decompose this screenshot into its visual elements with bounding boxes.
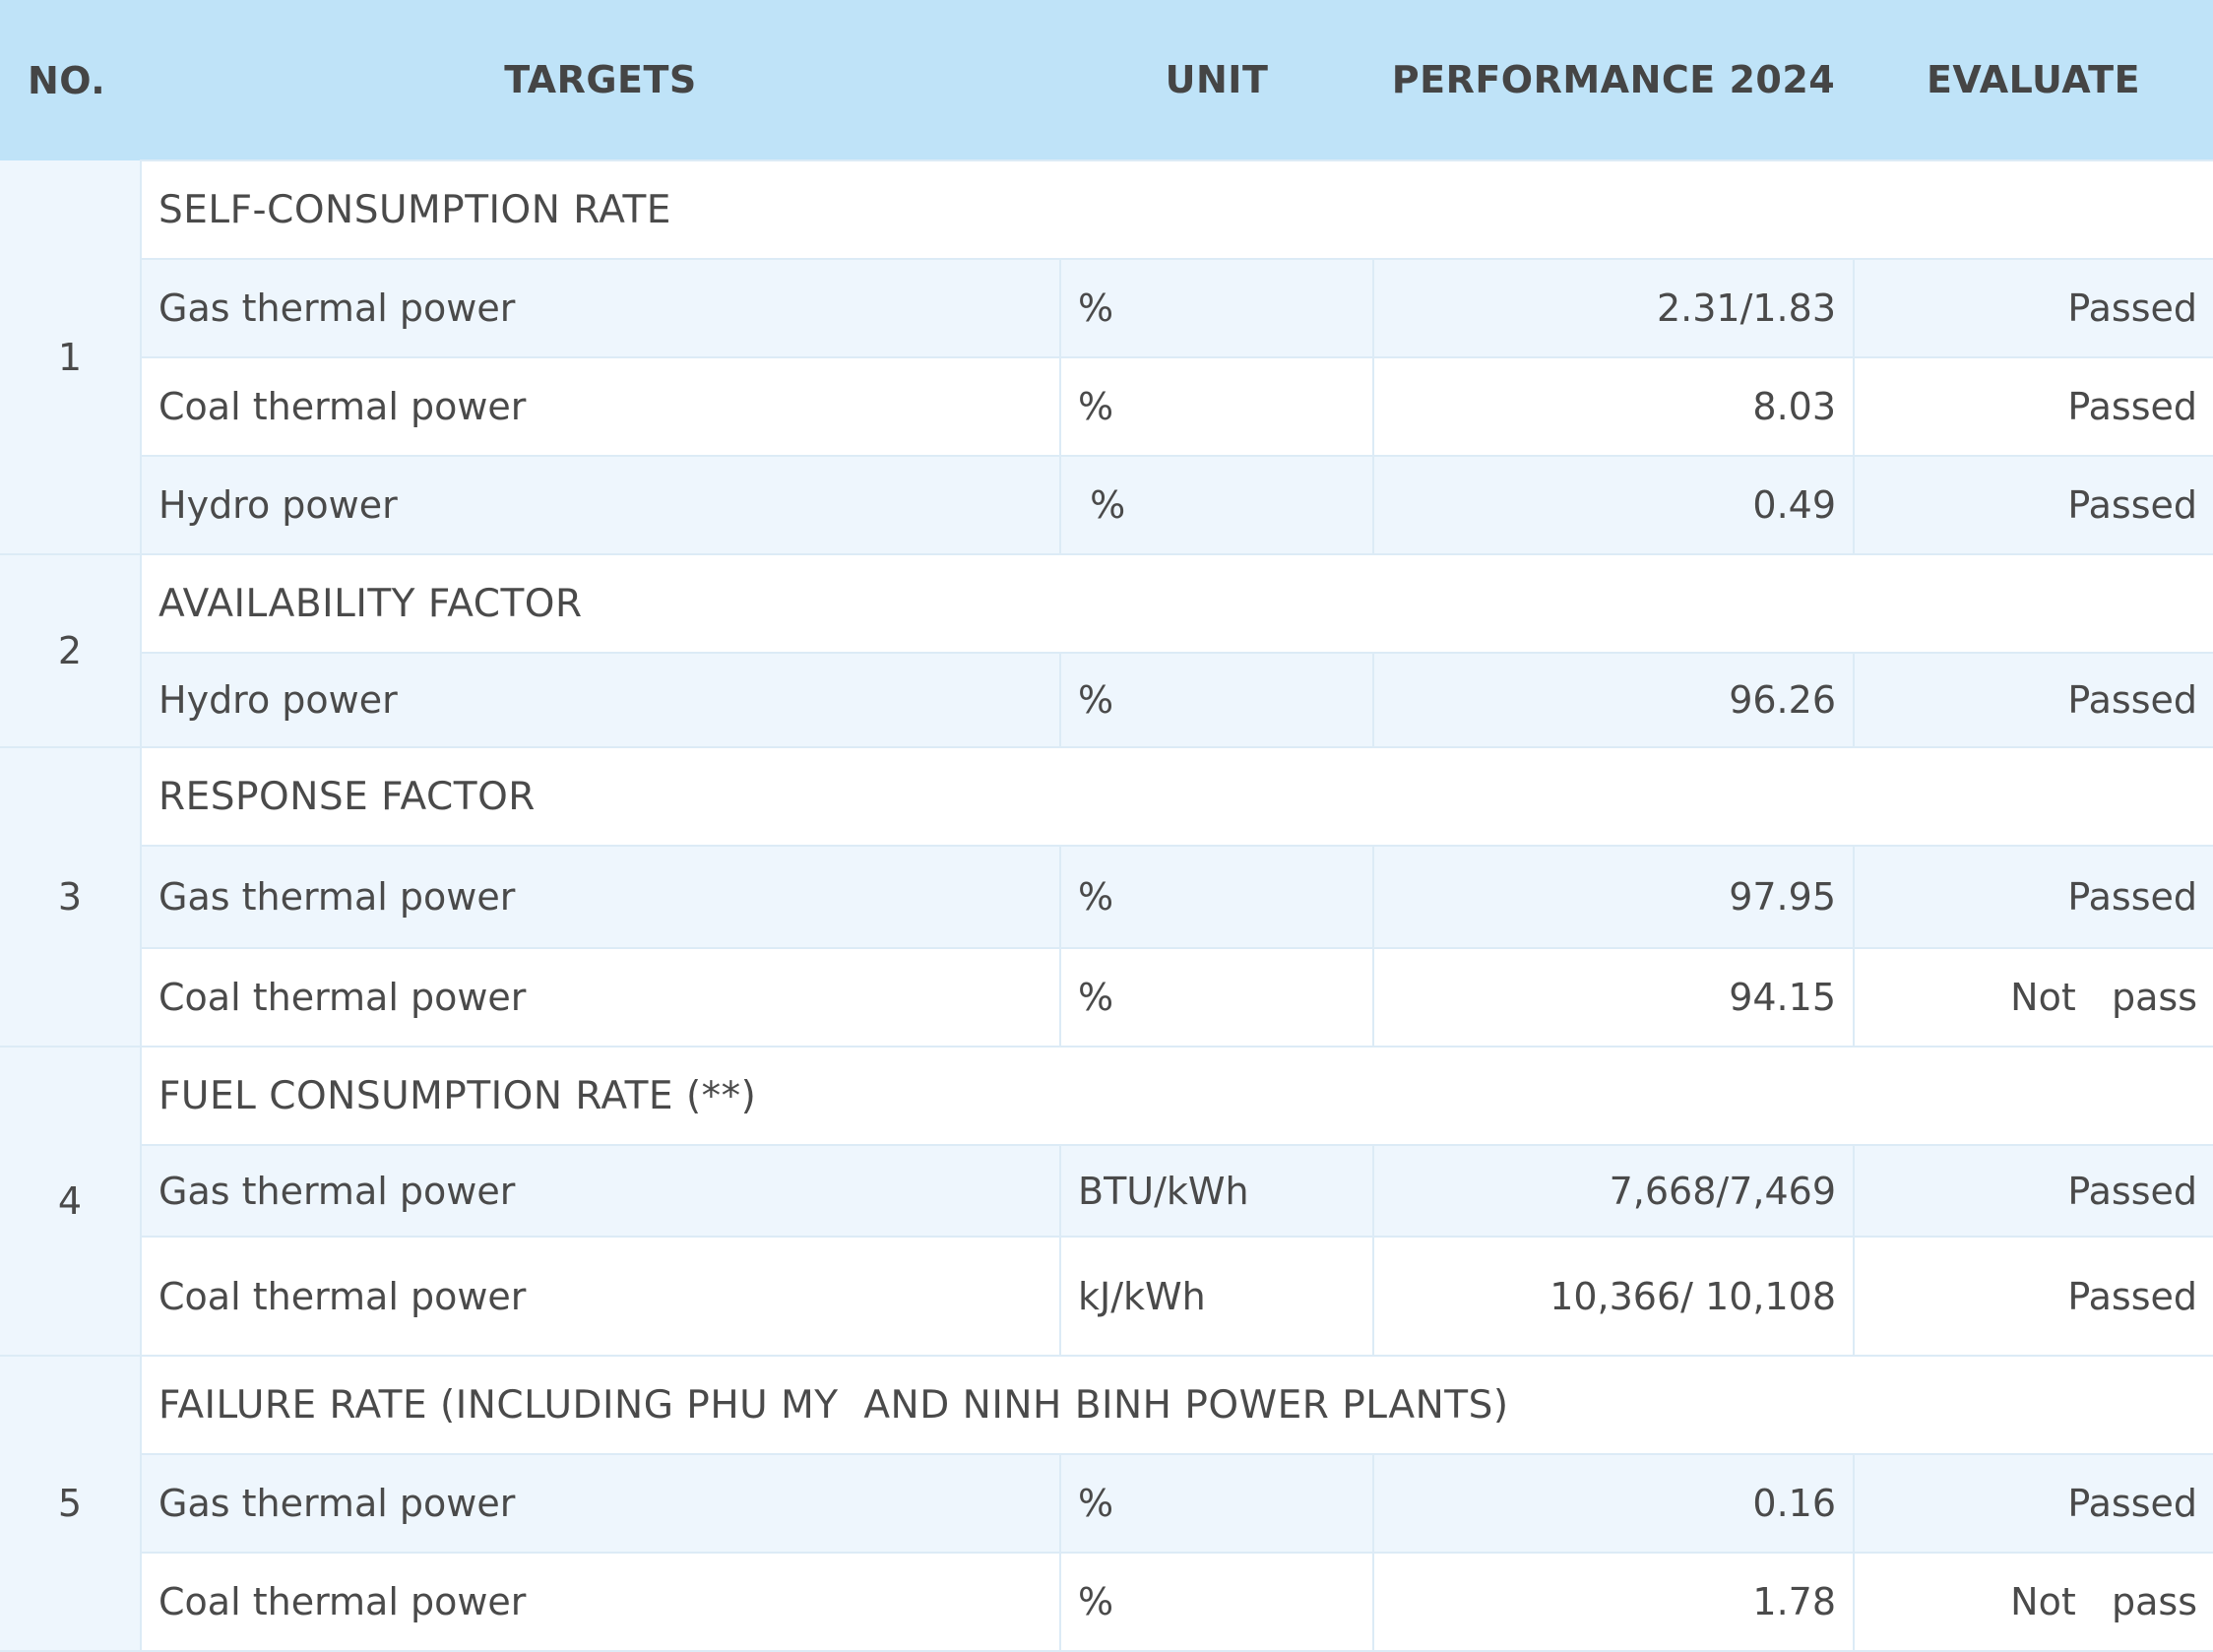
table-row: Coal thermal power kJ/kWh 10,366/ 10,108… [0, 1236, 2213, 1357]
unit-cell: % [1059, 845, 1374, 949]
unit-cell: % [1059, 947, 1374, 1048]
target-cell: Hydro power [140, 455, 1061, 555]
unit-cell: % [1059, 1552, 1374, 1652]
table-row: Hydro power % 96.26 Passed [0, 652, 2213, 748]
section-title: FUEL CONSUMPTION RATE (**) [140, 1046, 2213, 1146]
section-title: AVAILABILITY FACTOR [140, 553, 2213, 654]
section-title: FAILURE RATE (INCLUDING PHU MY AND NINH … [140, 1355, 2213, 1455]
performance-cell: 0.16 [1372, 1453, 1855, 1554]
table-row: Hydro power % 0.49 Passed [0, 455, 2213, 555]
unit-cell: % [1059, 652, 1374, 748]
section-row: 2 AVAILABILITY FACTOR [0, 553, 2213, 748]
unit-cell: % [1059, 356, 1374, 457]
evaluate-cell: Passed [1853, 652, 2213, 748]
section-row: 4 FUEL CONSUMPTION RATE (**) [0, 1046, 2213, 1357]
group-number: 4 [0, 1047, 142, 1357]
section-title: RESPONSE FACTOR [140, 746, 2213, 847]
section-row: 5 FAILURE RATE (INCLUDING PHU MY AND NIN… [0, 1355, 2213, 1652]
header-no: NO. [0, 0, 141, 160]
target-cell: Gas thermal power [140, 258, 1061, 358]
performance-cell: 2.31/1.83 [1372, 258, 1855, 358]
evaluate-cell: Passed [1853, 258, 2213, 358]
group-number: 3 [0, 747, 142, 1048]
evaluate-cell: Passed [1853, 1236, 2213, 1357]
evaluate-cell: Passed [1853, 845, 2213, 949]
header-performance: PERFORMANCE 2024 [1373, 0, 1854, 160]
unit-cell: % [1059, 1453, 1374, 1554]
target-cell: Gas thermal power [140, 1453, 1061, 1554]
group-number: 2 [0, 554, 142, 748]
header-unit: UNIT [1060, 0, 1373, 160]
table-row: Gas thermal power % 2.31/1.83 Passed [0, 258, 2213, 358]
table-row: Gas thermal power % 0.16 Passed [0, 1453, 2213, 1554]
evaluate-cell: Not pass [1853, 947, 2213, 1048]
target-cell: Coal thermal power [140, 356, 1061, 457]
target-cell: Coal thermal power [140, 947, 1061, 1048]
header-evaluate: EVALUATE [1854, 0, 2213, 160]
group-number: 5 [0, 1356, 142, 1652]
section-row: 1 SELF-CONSUMPTION RATE [0, 159, 2213, 555]
evaluate-cell: Not pass [1853, 1552, 2213, 1652]
table-row: Coal thermal power % 94.15 Not pass [0, 947, 2213, 1048]
performance-cell: 7,668/7,469 [1372, 1144, 1855, 1238]
unit-cell: % [1059, 455, 1374, 555]
table-row: Coal thermal power % 8.03 Passed [0, 356, 2213, 457]
performance-cell: 10,366/ 10,108 [1372, 1236, 1855, 1357]
group-number: 1 [0, 160, 142, 555]
unit-cell: kJ/kWh [1059, 1236, 1374, 1357]
table-row: Gas thermal power BTU/kWh 7,668/7,469 Pa… [0, 1144, 2213, 1238]
table-header: NO. TARGETS UNIT PERFORMANCE 2024 EVALUA… [0, 0, 2213, 160]
evaluate-cell: Passed [1853, 356, 2213, 457]
section-row: 3 RESPONSE FACTOR [0, 746, 2213, 1048]
table-row: Coal thermal power % 1.78 Not pass [0, 1552, 2213, 1652]
performance-cell: 94.15 [1372, 947, 1855, 1048]
evaluate-cell: Passed [1853, 455, 2213, 555]
performance-cell: 0.49 [1372, 455, 1855, 555]
target-cell: Gas thermal power [140, 1144, 1061, 1238]
target-cell: Coal thermal power [140, 1552, 1061, 1652]
section-title: SELF-CONSUMPTION RATE [140, 159, 2213, 260]
performance-cell: 96.26 [1372, 652, 1855, 748]
evaluate-cell: Passed [1853, 1453, 2213, 1554]
header-targets: TARGETS [141, 0, 1060, 160]
target-cell: Hydro power [140, 652, 1061, 748]
performance-cell: 8.03 [1372, 356, 1855, 457]
target-cell: Gas thermal power [140, 845, 1061, 949]
unit-cell: % [1059, 258, 1374, 358]
performance-cell: 1.78 [1372, 1552, 1855, 1652]
performance-cell: 97.95 [1372, 845, 1855, 949]
table-row: Gas thermal power % 97.95 Passed [0, 845, 2213, 949]
target-cell: Coal thermal power [140, 1236, 1061, 1357]
unit-cell: BTU/kWh [1059, 1144, 1374, 1238]
evaluate-cell: Passed [1853, 1144, 2213, 1238]
